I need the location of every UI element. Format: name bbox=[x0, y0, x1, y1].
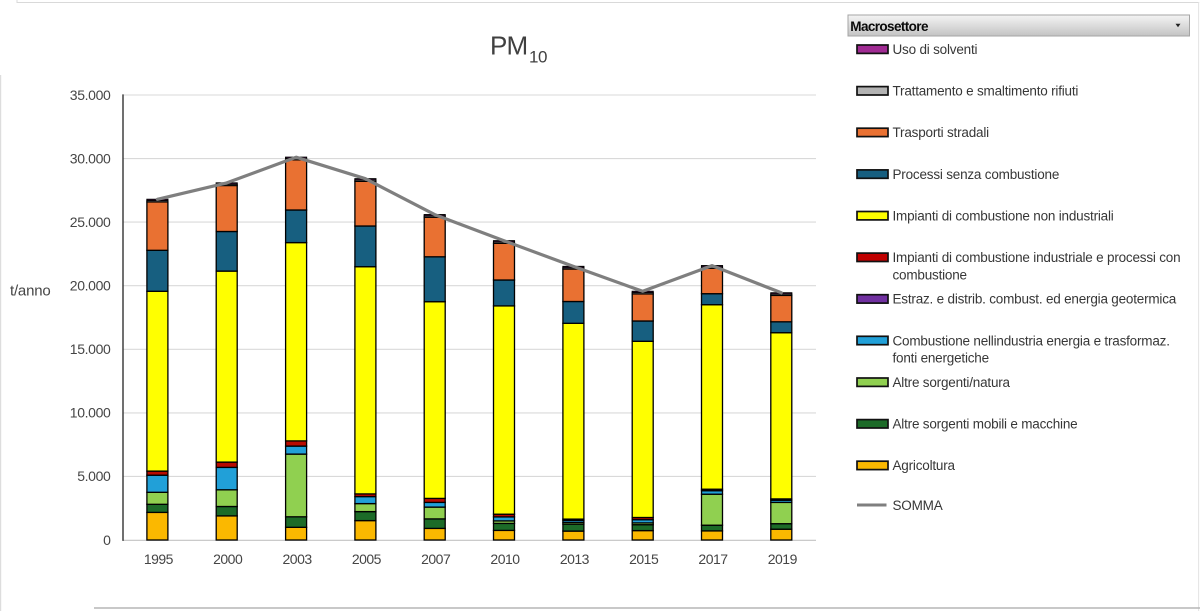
svg-text:Impianti di combustione indust: Impianti di combustione industriale e pr… bbox=[893, 250, 1181, 265]
svg-text:Macrosettore: Macrosettore bbox=[850, 19, 929, 34]
svg-text:10.000: 10.000 bbox=[70, 405, 111, 421]
svg-text:25.000: 25.000 bbox=[70, 214, 111, 230]
svg-text:2013: 2013 bbox=[560, 551, 590, 567]
svg-text:2017: 2017 bbox=[698, 551, 728, 567]
svg-text:2019: 2019 bbox=[768, 551, 798, 567]
svg-text:30.000: 30.000 bbox=[70, 150, 111, 166]
svg-text:1995: 1995 bbox=[144, 551, 174, 567]
svg-text:Altre sorgenti mobili e macchi: Altre sorgenti mobili e macchine bbox=[893, 417, 1078, 432]
svg-text:Trasporti stradali: Trasporti stradali bbox=[893, 125, 990, 140]
svg-text:t/anno: t/anno bbox=[10, 283, 51, 300]
svg-text:fonti energetiche: fonti energetiche bbox=[893, 351, 989, 366]
svg-text:20.000: 20.000 bbox=[70, 278, 111, 294]
svg-text:Estraz. e distrib. combust. ed: Estraz. e distrib. combust. ed energia g… bbox=[893, 292, 1177, 307]
svg-text:Trattamento e smaltimento rifi: Trattamento e smaltimento rifiuti bbox=[893, 84, 1079, 99]
svg-text:Uso di solventi: Uso di solventi bbox=[893, 42, 978, 57]
svg-text:2015: 2015 bbox=[629, 551, 659, 567]
svg-text:35.000: 35.000 bbox=[70, 87, 111, 103]
svg-text:2000: 2000 bbox=[213, 551, 243, 567]
svg-text:2007: 2007 bbox=[421, 551, 451, 567]
svg-text:Altre sorgenti/natura: Altre sorgenti/natura bbox=[893, 375, 1011, 390]
svg-text:SOMMA: SOMMA bbox=[893, 498, 943, 513]
svg-text:10: 10 bbox=[529, 48, 547, 67]
svg-text:2003: 2003 bbox=[283, 551, 313, 567]
svg-text:0: 0 bbox=[103, 532, 111, 548]
svg-text:Processi senza combustione: Processi senza combustione bbox=[893, 167, 1060, 182]
svg-text:15.000: 15.000 bbox=[70, 341, 111, 357]
svg-text:Combustione nellindustria ener: Combustione nellindustria energia e tras… bbox=[893, 333, 1170, 348]
svg-text:PM: PM bbox=[490, 31, 527, 61]
svg-text:combustione: combustione bbox=[893, 267, 967, 282]
svg-text:2010: 2010 bbox=[490, 551, 520, 567]
svg-text:5.000: 5.000 bbox=[77, 468, 111, 484]
svg-text:Agricoltura: Agricoltura bbox=[893, 458, 956, 473]
svg-text:2005: 2005 bbox=[352, 551, 382, 567]
svg-text:Impianti di combustione non in: Impianti di combustione non industriali bbox=[893, 209, 1114, 224]
